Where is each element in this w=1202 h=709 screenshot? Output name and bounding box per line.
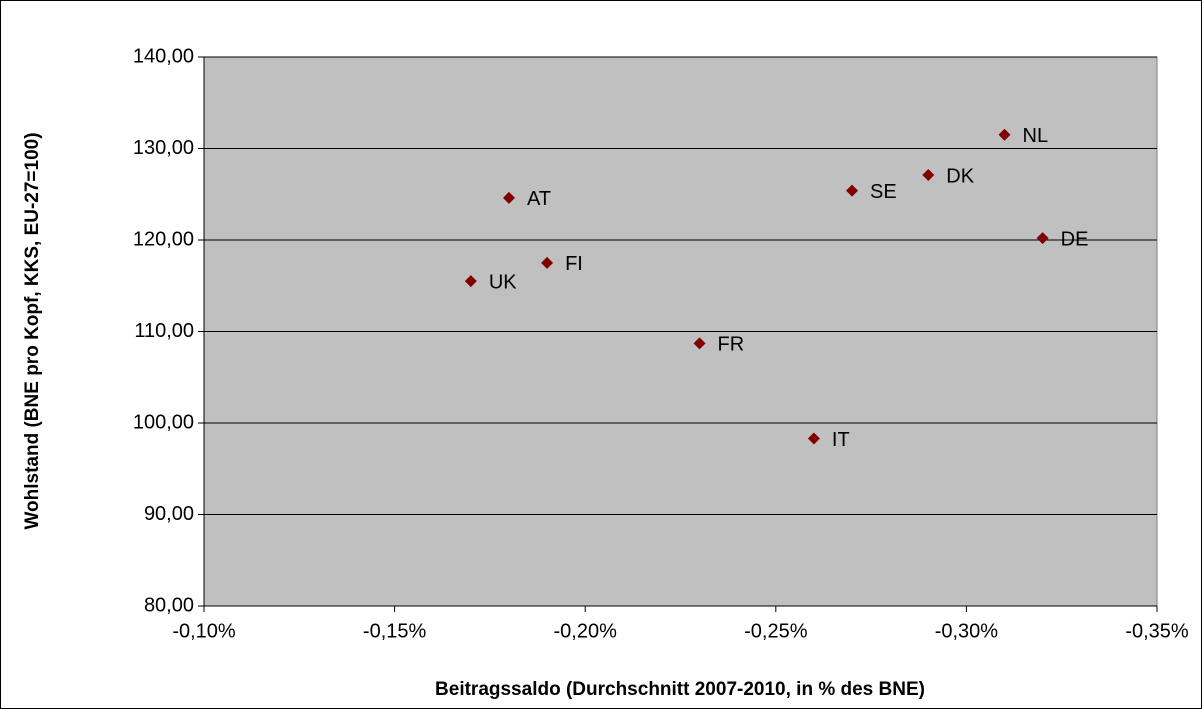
data-label: SE bbox=[870, 181, 897, 203]
y-tick-label: 120,00 bbox=[133, 228, 194, 250]
x-tick-label: -0,30% bbox=[935, 620, 999, 642]
data-point bbox=[693, 337, 706, 350]
x-tick-label: -0,15% bbox=[363, 620, 427, 642]
x-tick-label: -0,25% bbox=[744, 620, 808, 642]
x-tick-label: -0,10% bbox=[172, 620, 236, 642]
data-point bbox=[998, 128, 1011, 141]
y-tick-label: 110,00 bbox=[134, 320, 194, 342]
data-label: NL bbox=[1023, 125, 1049, 147]
data-point bbox=[807, 432, 820, 445]
y-tick-label: 80,00 bbox=[144, 594, 194, 616]
x-tick-label: -0,35% bbox=[1125, 620, 1189, 642]
x-axis-title: Beitragssaldo (Durchschnitt 2007-2010, i… bbox=[435, 679, 925, 700]
data-point bbox=[1036, 232, 1049, 245]
data-label: FI bbox=[565, 253, 583, 275]
data-point bbox=[922, 169, 935, 182]
data-label: IT bbox=[832, 429, 850, 451]
data-label: DK bbox=[946, 165, 974, 187]
y-tick-label: 90,00 bbox=[144, 503, 194, 525]
data-label: AT bbox=[527, 188, 551, 210]
y-axis-title: Wohlstand (BNE pro Kopf, KKS, EU-27=100) bbox=[22, 132, 43, 529]
x-tick-label: -0,20% bbox=[554, 620, 618, 642]
data-point bbox=[502, 191, 515, 204]
data-point bbox=[464, 275, 477, 288]
y-tick-label: 100,00 bbox=[133, 411, 194, 433]
y-tick-label: 140,00 bbox=[133, 45, 194, 67]
data-label: UK bbox=[489, 271, 517, 293]
data-point bbox=[846, 184, 859, 197]
data-point bbox=[541, 256, 554, 269]
data-label: FR bbox=[718, 334, 745, 356]
y-tick-label: 130,00 bbox=[133, 137, 194, 159]
data-label: DE bbox=[1061, 228, 1089, 250]
